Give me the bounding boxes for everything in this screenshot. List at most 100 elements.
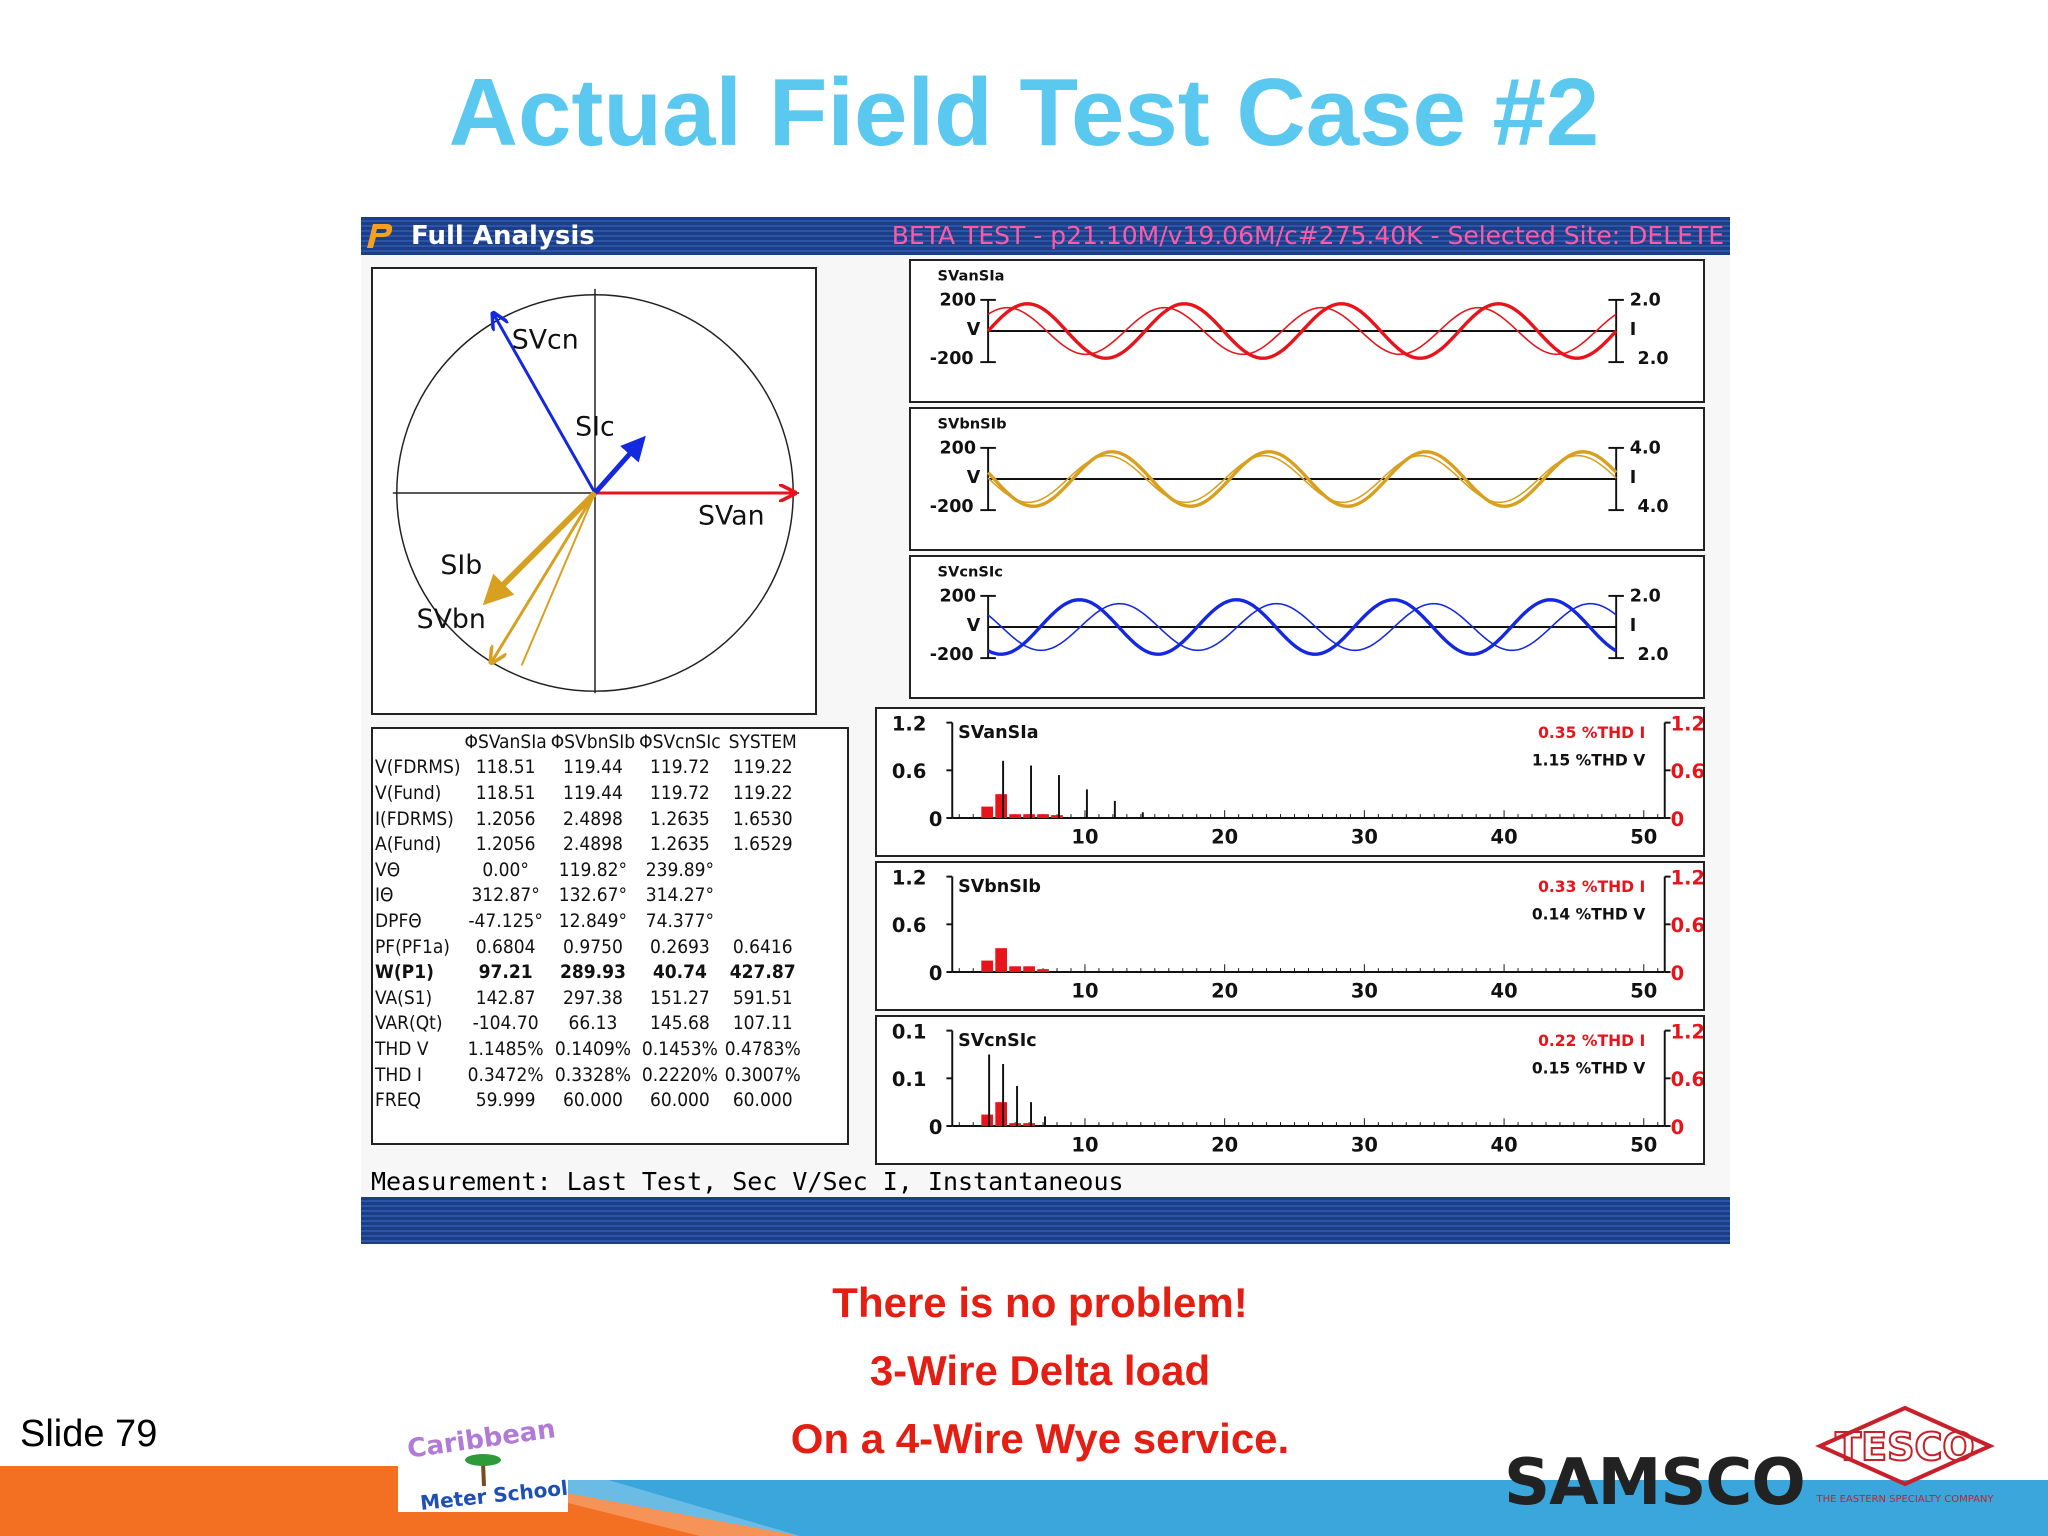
right-top-label: 1.2 xyxy=(1671,866,1705,889)
svcn-phasor xyxy=(494,315,597,494)
table-cell: 1.1485% xyxy=(467,1037,544,1060)
table-cell: 0.1453% xyxy=(641,1037,718,1060)
table-cell: 60.000 xyxy=(563,1089,623,1112)
x-tick-label: 10 xyxy=(1071,825,1098,848)
y-top-label: 1.2 xyxy=(892,866,926,889)
harmonic-bar xyxy=(1023,966,1035,973)
harmonic-bar xyxy=(1037,969,1049,973)
table-cell: 12.849° xyxy=(558,909,628,932)
y-top-label: 1.2 xyxy=(892,712,926,735)
slide-number: Slide 79 xyxy=(20,1413,158,1455)
table-row: I(FDRMS) 1.2056 2.4898 1.2635 1.6530 xyxy=(373,806,803,832)
sib-label: SIb xyxy=(440,550,482,581)
table-row: DPFΘ -47.125° 12.849° 74.377° xyxy=(373,908,803,934)
slide-title: Actual Field Test Case #2 xyxy=(448,59,1600,166)
table-cell: 2.4898 xyxy=(563,807,623,830)
current-wave xyxy=(987,306,1617,356)
table-cell: 289.93 xyxy=(559,961,626,984)
table-cell: 40.74 xyxy=(652,961,707,984)
waveform-label: SVbnSIb xyxy=(938,415,1007,432)
row-label: V(FDRMS) xyxy=(375,756,461,779)
table-cell: 119.22 xyxy=(732,781,793,804)
window-bottom-bar xyxy=(361,1197,1730,1244)
tesco-logo: TESCO THE EASTERN SPECIALTY COMPANY xyxy=(1815,1405,1995,1505)
measurement-status: Measurement: Last Test, Sec V/Sec I, Ins… xyxy=(371,1167,1124,1196)
i-bot-tick: 2.0 xyxy=(1638,645,1669,665)
table-cell: 312.87° xyxy=(471,884,540,907)
thd-v-label: 1.15 %THD V xyxy=(1532,751,1645,769)
table-cell: 239.89° xyxy=(645,858,715,881)
y-top-label: 0.1 xyxy=(892,1020,926,1043)
harmonic-bar xyxy=(1037,814,1049,819)
table-cell: 1.2056 xyxy=(475,807,536,830)
caption-line-1: There is no problem! xyxy=(832,1279,1248,1326)
table-cell: 119.72 xyxy=(650,756,710,779)
table-row: A(Fund) 1.2056 2.4898 1.2635 1.6529 xyxy=(373,831,803,857)
table-cell: 0.2220% xyxy=(641,1063,718,1086)
thd-i-label: 0.22 %THD I xyxy=(1538,1032,1645,1050)
table-cell: 151.27 xyxy=(650,986,710,1009)
table-cell: 0.6416 xyxy=(732,935,793,958)
table-cell: 0.2693 xyxy=(650,935,710,958)
row-label: VΘ xyxy=(375,858,401,881)
sic-label: SIc xyxy=(575,412,615,443)
harmonics-panel-a: 1.2 0.6 0 1.2 0.6 0 10 20 30 40 50 SVanSIa 0.35 %THD… xyxy=(875,707,1705,857)
row-label: THD V xyxy=(375,1037,429,1060)
v-mid-tick: V xyxy=(967,320,981,340)
table-cell: 119.72 xyxy=(650,781,710,804)
waveform-panel-a: SVanSIa 200 V -200 2.0 I 2.0 xyxy=(909,259,1705,403)
harmonics-panel-b: 1.2 0.6 0 1.2 0.6 0 10 20 30 40 50 SVbnSIb 0.33 %THD… xyxy=(875,861,1705,1011)
row-label: VA(S1) xyxy=(375,986,433,1009)
row-label: IΘ xyxy=(375,884,394,907)
harmonic-bar xyxy=(1051,815,1063,819)
svan-label: SVan xyxy=(698,501,765,532)
x-tick-label: 20 xyxy=(1211,1133,1238,1156)
harmonic-bar xyxy=(995,1102,1007,1127)
x-tick-label: 20 xyxy=(1211,825,1238,848)
table-row: V(Fund) 118.51 119.44 119.72 119.22 xyxy=(373,780,803,806)
v-bot-tick: -200 xyxy=(930,645,974,665)
x-tick-label: 40 xyxy=(1491,1133,1518,1156)
voltage-wave xyxy=(986,302,1618,360)
i-top-tick: 4.0 xyxy=(1630,439,1661,459)
table-row: W(P1) 97.21 289.93 40.74 427.87 xyxy=(373,959,803,985)
table-cell: 119.82° xyxy=(558,858,628,881)
table-cell: 107.11 xyxy=(732,1012,793,1035)
y-mid-label: 0.6 xyxy=(892,914,926,937)
table-cell: 0.9750 xyxy=(563,935,623,958)
table-row: FREQ 59.999 60.000 60.000 60.000 xyxy=(373,1087,803,1113)
thd-i-label: 0.35 %THD I xyxy=(1538,724,1645,742)
table-cell xyxy=(723,857,803,883)
right-top-label: 1.2 xyxy=(1671,1020,1705,1043)
table-cell: 2.4898 xyxy=(563,833,623,856)
table-header-cell: ΦSVcnSIc xyxy=(639,730,721,753)
table-cell: 0.00° xyxy=(482,858,529,881)
table-cell: 119.44 xyxy=(563,756,623,779)
row-label: DPFΘ xyxy=(375,909,422,932)
table-row: THD V 1.1485% 0.1409% 0.1453% 0.4783% xyxy=(373,1036,803,1062)
full-analysis-window: Full Analysis BETA TEST - p21.10M/v19.06… xyxy=(361,217,1730,1244)
harmonic-bar xyxy=(995,948,1007,973)
svcn-label: SVcn xyxy=(512,324,579,355)
waveform-label: SVcnSIc xyxy=(938,563,1003,580)
i-bot-tick: 4.0 xyxy=(1638,497,1669,517)
v-top-tick: 200 xyxy=(940,439,977,459)
thd-i-label: 0.33 %THD I xyxy=(1538,878,1645,896)
table-row: VA(S1) 142.87 297.38 151.27 591.51 xyxy=(373,985,803,1011)
x-tick-label: 50 xyxy=(1630,979,1657,1002)
y-bot-label: 0 xyxy=(929,1116,943,1139)
table-row: VAR(Qt) -104.70 66.13 145.68 107.11 xyxy=(373,1011,803,1037)
samsco-logo: SAMSCO xyxy=(1504,1446,1806,1520)
table-cell: 60.000 xyxy=(732,1089,793,1112)
phasor-diagram: SVcn SIc SVan SIb SVbn xyxy=(371,267,817,715)
table-cell: 119.44 xyxy=(563,781,623,804)
v-top-tick: 200 xyxy=(940,291,977,311)
x-tick-label: 40 xyxy=(1491,979,1518,1002)
right-top-label: 1.2 xyxy=(1671,712,1705,735)
i-top-tick: 2.0 xyxy=(1630,291,1661,311)
i-mid-tick: I xyxy=(1630,320,1637,340)
table-cell: 59.999 xyxy=(475,1089,536,1112)
harmonics-panel-c: 0.1 0.1 0 1.2 0.6 0 10 20 30 40 50 SVcnSIc 0.22 %THD… xyxy=(875,1015,1705,1165)
table-cell: 427.87 xyxy=(729,961,796,984)
window-status: BETA TEST - p21.10M/v19.06M/c#275.40K - … xyxy=(891,221,1724,250)
